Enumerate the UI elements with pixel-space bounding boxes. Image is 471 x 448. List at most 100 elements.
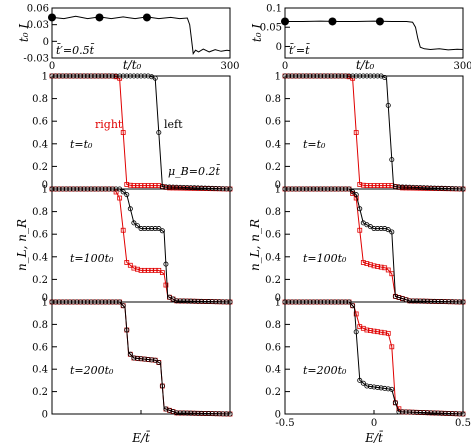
right-main-left-marker (332, 186, 338, 192)
right-main-ytick-label: 0.8 (265, 207, 281, 218)
left-main-left-marker (88, 73, 94, 79)
left-main-left-marker (74, 186, 80, 192)
top-right-ytick-label: 0 (276, 42, 282, 53)
right-main-right-marker (357, 182, 363, 187)
right-main-ylabel: n_L, n_R (248, 219, 262, 271)
left-main-left-marker (149, 357, 155, 363)
top-left-xtick-label: 300 (220, 61, 239, 72)
left-main-right-marker (145, 183, 151, 189)
right-main-left-marker (424, 298, 430, 304)
left-main-right-line (52, 188, 231, 303)
right-main-left-marker (343, 186, 349, 192)
left-main-right-marker (138, 183, 144, 189)
top-right-frame (284, 7, 464, 59)
left-main-right-marker (131, 265, 137, 271)
right-main-ytick-label: 0.2 (265, 387, 281, 398)
right-main-left-marker (414, 298, 420, 304)
right-main-left-marker (421, 298, 427, 304)
left-main-left-marker (102, 299, 108, 305)
left-main-ytick-label: 0.4 (32, 252, 48, 263)
right-main-left-marker (346, 299, 352, 305)
right-main-subplot-annotation: t=100t₀ (303, 252, 347, 265)
left-main-left-marker (156, 129, 162, 135)
left-main-left-marker (113, 73, 119, 79)
top-right-ytick-label: 0.1 (266, 4, 282, 15)
right-main-right-marker (368, 183, 373, 189)
right-main-left-marker (357, 73, 363, 79)
left-main-left-marker (134, 73, 140, 79)
left-main-left-marker (117, 73, 123, 79)
left-main-left-marker (199, 298, 205, 304)
left-main-left-marker (106, 299, 112, 305)
right-main-ytick-label: 0.8 (265, 94, 281, 105)
right-main-left-marker (293, 186, 299, 192)
right-main-left-marker (435, 410, 441, 416)
right-main-left-marker (446, 411, 452, 417)
right-main-left-marker (417, 410, 423, 416)
left-main-left-marker (102, 73, 108, 79)
left-main-left-marker (124, 327, 130, 333)
left-main-left-marker (220, 411, 226, 417)
left-main-left-marker (159, 228, 165, 234)
left-main-left-marker (131, 73, 137, 79)
right-main-right-marker (371, 183, 377, 189)
legend-left-label: left (164, 118, 183, 131)
right-main-left-marker (375, 226, 381, 232)
right-main-right-marker (371, 328, 377, 334)
top-right-annotation: t̄′=t̄ (289, 44, 310, 57)
right-main-left-marker (350, 73, 356, 79)
left-main-left-marker (63, 186, 69, 192)
right-main-left-marker (392, 400, 398, 406)
right-main-right-line (285, 75, 464, 190)
left-main-left-marker (67, 299, 73, 305)
left-main-left-marker (188, 298, 194, 304)
left-main-left-marker (188, 410, 194, 416)
left-main-left-marker (181, 184, 187, 190)
right-main-left-marker (289, 186, 295, 192)
left-main-left-marker (195, 298, 201, 304)
left-main-left-marker (85, 299, 91, 305)
right-main-left-marker (293, 299, 299, 305)
left-main-left-marker (113, 299, 119, 305)
right-main-left-marker (346, 73, 352, 79)
left-main-ytick-label: 1 (42, 185, 48, 196)
right-main-left-marker (389, 229, 395, 235)
right-main-left-marker (357, 377, 363, 383)
left-main-left-marker (99, 73, 105, 79)
right-main-left-marker (367, 73, 373, 79)
left-main-left-marker (67, 186, 73, 192)
right-main-left-marker (432, 298, 438, 304)
right-main-left-marker (339, 73, 345, 79)
left-main-right-line (52, 301, 231, 415)
top-left-marker (142, 13, 151, 22)
right-main-left-marker (282, 73, 288, 79)
left-main-left-marker (152, 226, 158, 232)
right-main-left-marker (314, 186, 320, 192)
right-main-left-marker (293, 73, 299, 79)
left-main-right-marker (142, 267, 147, 273)
top-right-marker (281, 17, 289, 26)
right-main-left-marker (335, 186, 341, 192)
right-main-right-marker (364, 327, 370, 333)
right-main-left-marker (435, 298, 441, 304)
top-left-xtick-label: 0 (49, 61, 55, 72)
left-main-right-marker (135, 266, 140, 272)
right-main-left-marker (300, 186, 306, 192)
left-main-ytick-label: 0.6 (32, 117, 48, 128)
left-main-left-marker (117, 299, 123, 305)
right-main-left-marker (339, 186, 345, 192)
left-main-ytick-label: 0 (42, 293, 48, 304)
right-main-left-marker (428, 410, 434, 416)
top-left-marker (95, 13, 104, 22)
top-left-ytick-label: 0 (43, 37, 49, 48)
right-main-left-marker (439, 185, 445, 191)
left-main-ytick-label: 0.6 (32, 342, 48, 353)
right-main-subplot-frame (284, 75, 464, 190)
left-main-right-marker (135, 183, 140, 189)
right-main-ytick-label: 0.2 (265, 162, 281, 173)
left-main-left-marker (74, 299, 80, 305)
left-main-right-marker (124, 182, 130, 187)
right-main-left-marker (310, 186, 316, 192)
right-main-left-marker (318, 299, 324, 305)
